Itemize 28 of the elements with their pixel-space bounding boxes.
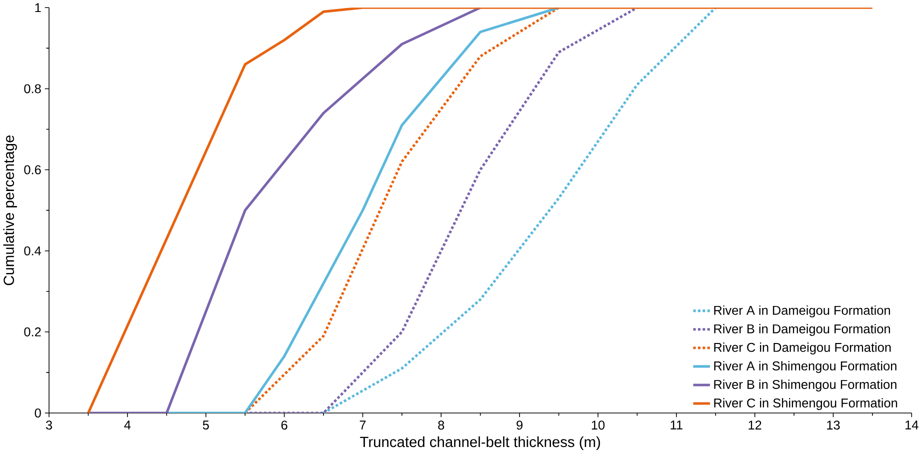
x-tick-label: 12 [748, 420, 762, 430]
y-tick-label: 1 [35, 3, 41, 12]
y-tick-label: 0 [34, 408, 41, 418]
legend-label: River B in Shimengou Formation [714, 379, 896, 392]
x-tick-label: 5 [202, 420, 209, 430]
x-tick-label: 10 [592, 420, 605, 430]
x-tick-label: 9 [516, 420, 522, 430]
x-tick-label: 3 [46, 420, 52, 430]
x-tick-label: 7 [360, 420, 366, 430]
x-tick-label: 4 [124, 420, 131, 430]
legend-label: River B in Dameigou Formation [714, 324, 890, 336]
y-tick-label: 0.6 [24, 165, 41, 174]
y-axis-title: Cumulative percentage [3, 135, 17, 285]
y-tick-label: 0.8 [24, 84, 41, 94]
y-tick-label: 0.2 [24, 327, 41, 336]
x-tick-label: 11 [670, 420, 682, 430]
legend-label: River A in Dameigou Formation [714, 305, 890, 318]
line-series [86, 7, 482, 413]
x-tick-label: 8 [438, 420, 444, 430]
legend-label: River A in Shimengou Formation [714, 360, 896, 373]
legend-label: River C in Shimengou Formation [714, 398, 898, 410]
y-tick-label: 0.4 [24, 246, 42, 256]
x-tick-label: 14 [906, 420, 918, 430]
x-tick-label: 6 [281, 420, 288, 430]
legend-label: River C in Dameigou Formation [714, 342, 891, 354]
line-series [165, 7, 560, 413]
x-axis-title: Truncated channel-belt thickness (m) [360, 436, 600, 450]
x-tick-label: 13 [827, 420, 840, 430]
